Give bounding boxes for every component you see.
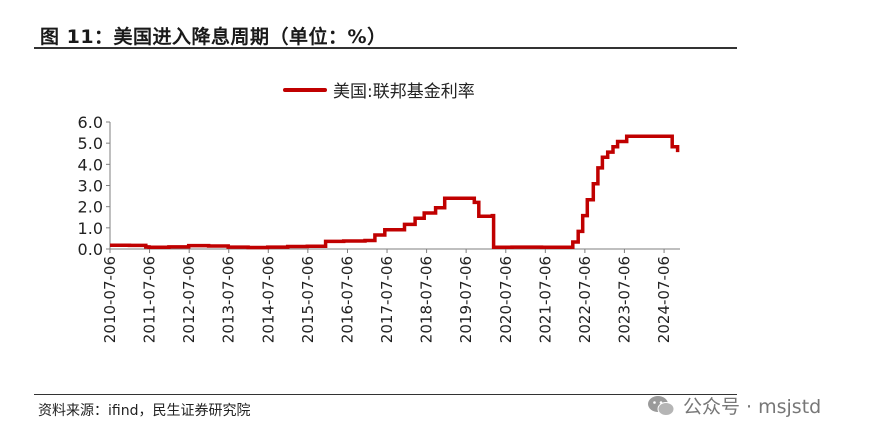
watermark: 公众号 · msjstd bbox=[647, 392, 821, 419]
x-tick-label: 2024-07-06 bbox=[655, 256, 673, 343]
x-tick-label: 2017-07-06 bbox=[378, 256, 396, 343]
y-tick-label: 3.0 bbox=[78, 177, 103, 196]
source-note: 资料来源：ifind，民生证券研究院 bbox=[38, 403, 251, 419]
wechat-icon bbox=[648, 395, 675, 416]
y-tick-label: 0.0 bbox=[78, 240, 103, 259]
title-divider bbox=[34, 47, 737, 49]
x-tick-label: 2010-07-06 bbox=[101, 256, 119, 343]
x-tick-label: 2012-07-06 bbox=[180, 256, 198, 343]
x-tick-label: 2016-07-06 bbox=[338, 256, 356, 343]
x-tick-label: 2011-07-06 bbox=[141, 256, 159, 343]
chart-legend: 美国:联邦基金利率 bbox=[283, 77, 475, 102]
x-tick-label: 2015-07-06 bbox=[299, 256, 317, 343]
x-tick-label: 2018-07-06 bbox=[418, 256, 436, 343]
x-tick-label: 2020-07-06 bbox=[497, 256, 515, 343]
legend-swatch bbox=[283, 87, 327, 92]
y-tick-label: 4.0 bbox=[78, 155, 103, 174]
x-tick-label: 2014-07-06 bbox=[259, 256, 277, 343]
x-tick-label: 2022-07-06 bbox=[576, 256, 594, 343]
x-tick-label: 2023-07-06 bbox=[615, 256, 633, 343]
series-line bbox=[110, 134, 680, 250]
x-tick-label: 2013-07-06 bbox=[220, 256, 238, 343]
watermark-text: 公众号 · msjstd bbox=[683, 396, 822, 418]
y-tick-label: 5.0 bbox=[78, 134, 103, 153]
x-tick-label: 2019-07-06 bbox=[457, 256, 475, 343]
y-tick-label: 2.0 bbox=[78, 198, 103, 217]
y-tick-label: 6.0 bbox=[78, 113, 103, 132]
legend-label: 美国:联邦基金利率 bbox=[333, 82, 475, 102]
x-tick-label: 2021-07-06 bbox=[536, 256, 554, 343]
figure-title: 图 11：美国进入降息周期（单位：%） bbox=[40, 26, 387, 48]
source-divider bbox=[34, 394, 737, 395]
y-tick-label: 1.0 bbox=[78, 219, 103, 238]
